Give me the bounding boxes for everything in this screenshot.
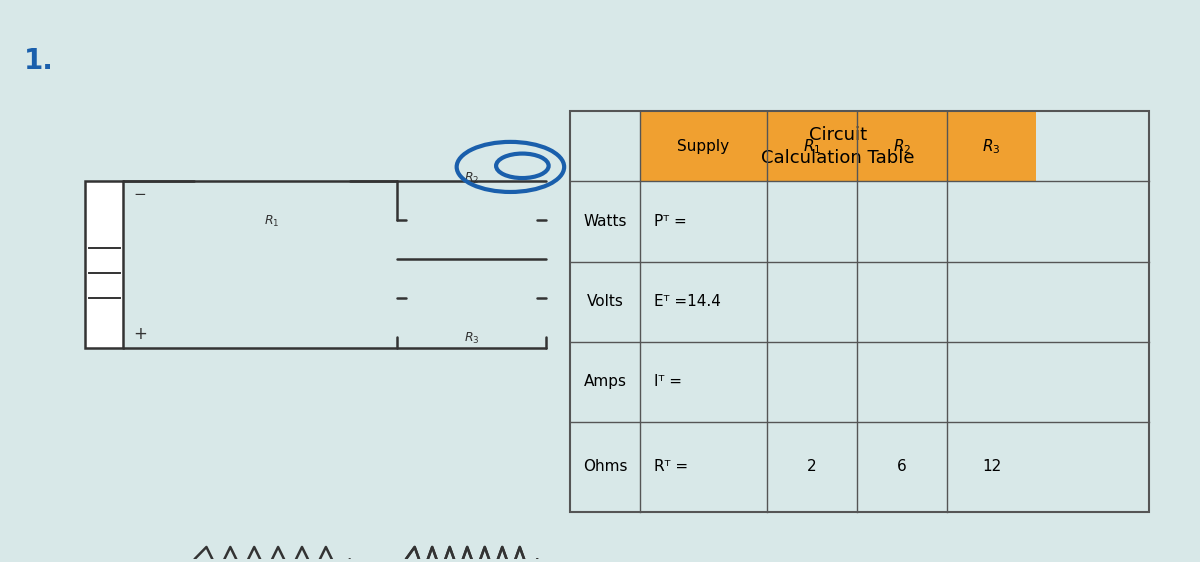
Text: 2: 2	[808, 459, 817, 474]
Text: Volts: Volts	[587, 294, 623, 309]
Text: Supply: Supply	[677, 139, 730, 154]
Text: 12: 12	[982, 459, 1001, 474]
FancyBboxPatch shape	[85, 181, 124, 348]
Text: $R_2$: $R_2$	[464, 171, 479, 187]
Text: Circuit
Calculation Table: Circuit Calculation Table	[761, 125, 914, 167]
Text: $R_1$: $R_1$	[264, 214, 280, 229]
Text: Eᵀ =14.4: Eᵀ =14.4	[654, 294, 721, 309]
Text: Iᵀ =: Iᵀ =	[654, 374, 683, 389]
Text: +: +	[133, 325, 146, 343]
Text: $R_3$: $R_3$	[464, 331, 479, 346]
Text: $R_2$: $R_2$	[893, 137, 911, 156]
Text: Watts: Watts	[583, 214, 626, 229]
Text: $R_1$: $R_1$	[803, 137, 821, 156]
Text: Pᵀ =: Pᵀ =	[654, 214, 688, 229]
Text: 6: 6	[896, 459, 907, 474]
Text: Amps: Amps	[583, 374, 626, 389]
Text: Ohms: Ohms	[583, 459, 628, 474]
Text: −: −	[133, 187, 145, 202]
FancyBboxPatch shape	[640, 111, 1037, 182]
Text: Rᵀ =: Rᵀ =	[654, 459, 689, 474]
Text: 1.: 1.	[24, 47, 54, 75]
Text: $R_3$: $R_3$	[983, 137, 1001, 156]
